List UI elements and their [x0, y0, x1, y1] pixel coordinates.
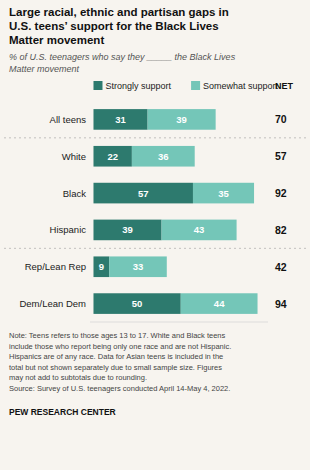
divider: [4, 137, 306, 138]
legend-label: Somewhat support: [203, 81, 279, 91]
bar-segment: [93, 220, 161, 241]
data-label: 36: [158, 151, 169, 162]
category-label: Black: [63, 188, 86, 199]
bar-segment: [93, 146, 131, 167]
category-label: All teens: [50, 114, 87, 125]
bars: [93, 109, 257, 314]
bar-segment: [93, 109, 147, 130]
bar-segment: [148, 109, 216, 130]
category-label: Dem/Lean Dem: [19, 298, 86, 309]
data-label: 33: [133, 261, 144, 272]
chart: Large racial, ethnic and partisan gaps i…: [0, 0, 310, 470]
category-label: Hispanic: [50, 224, 87, 235]
net-value: 70: [275, 113, 287, 125]
note: Hispanics are of any race. Data for Asia…: [9, 352, 223, 361]
subtitle: % of U.S. teenagers who say they _____ t…: [9, 52, 236, 62]
org: PEW RESEARCH CENTER: [9, 407, 116, 417]
legend-swatch: [93, 81, 102, 90]
data-label: 57: [138, 188, 149, 199]
data-label: 39: [176, 114, 187, 125]
title: Large racial, ethnic and partisan gaps i…: [9, 6, 229, 18]
note: may not add to subtotals due to rounding…: [9, 373, 147, 382]
subtitle: Matter movement: [9, 64, 80, 74]
bar-segment: [93, 256, 109, 277]
note: include those who report being only one …: [9, 342, 231, 351]
net-value: 92: [275, 187, 287, 199]
category-label: Rep/Lean Rep: [25, 261, 86, 272]
divider: [4, 248, 306, 249]
bar-segment: [93, 293, 180, 314]
data-label: 50: [132, 298, 143, 309]
net-value: 82: [275, 224, 287, 236]
bar-segment: [162, 220, 237, 241]
data-label: 22: [107, 151, 118, 162]
title: Matter movement: [9, 34, 104, 46]
bar-segment: [193, 183, 254, 204]
note: Note: Teens refers to those ages 13 to 1…: [9, 331, 225, 340]
note: Source: Survey of U.S. teenagers conduct…: [9, 384, 230, 393]
labels: All teens 31 39 70 White 22 36 57 Black 57 35 92 His…: [19, 113, 286, 309]
legend-swatch: [191, 81, 200, 90]
net-value: 42: [275, 261, 287, 273]
legend-label: Strongly support: [105, 81, 171, 91]
bar-segment: [109, 256, 167, 277]
category-label: White: [62, 151, 86, 162]
x-axis-line: [90, 322, 268, 323]
bar-segment: [181, 293, 258, 314]
net-value: 57: [275, 150, 287, 162]
bar-segment: [93, 183, 192, 204]
data-label: 31: [115, 114, 126, 125]
data-label: 43: [194, 224, 205, 235]
net-header: NET: [275, 81, 294, 91]
note: total but not shown separately due to sm…: [9, 363, 222, 372]
data-label: 44: [214, 298, 225, 309]
net-value: 94: [275, 298, 287, 310]
title: U.S. teens’ support for the Black Lives: [9, 20, 219, 32]
data-label: 9: [99, 261, 104, 272]
bar-segment: [132, 146, 195, 167]
data-label: 39: [122, 224, 133, 235]
data-label: 35: [218, 188, 229, 199]
